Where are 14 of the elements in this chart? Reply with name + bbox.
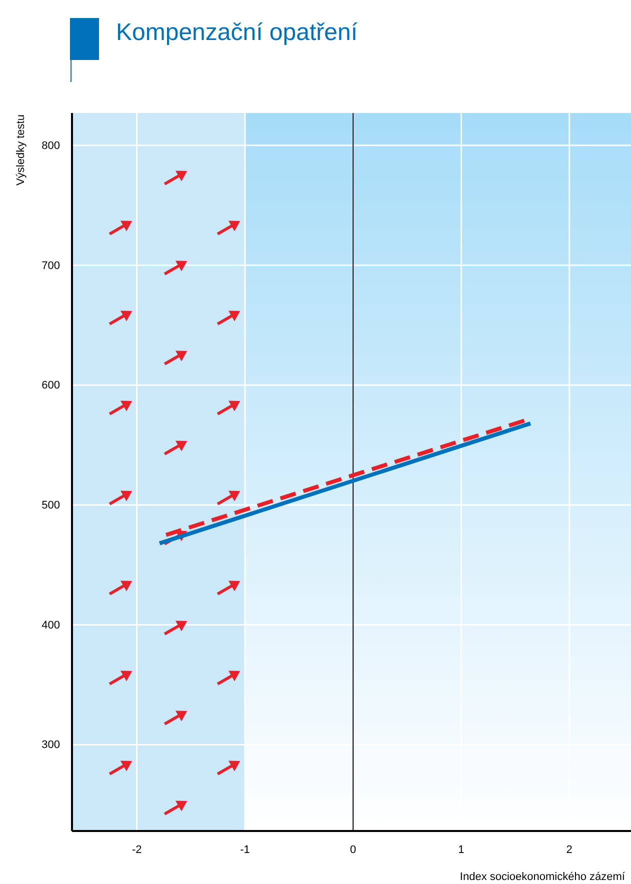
x-axis-title: Index socioekonomického zázemí: [460, 871, 626, 883]
y-tick-label: 800: [42, 140, 60, 152]
chart-title: Kompenzační opatření: [116, 19, 358, 46]
x-tick-label: -1: [240, 844, 250, 856]
y-axis-title: Výsledky testu: [15, 114, 27, 186]
y-tick-label: 700: [42, 260, 60, 272]
y-tick-label: 600: [42, 380, 60, 392]
x-tick-label: 0: [350, 844, 356, 856]
x-tick-label: 2: [566, 844, 572, 856]
y-tick-label: 500: [42, 499, 60, 512]
x-tick-label: 1: [458, 844, 464, 856]
x-tick-label: -2: [132, 844, 142, 856]
y-tick-label: 400: [42, 619, 60, 632]
y-tick-label: 300: [42, 739, 60, 752]
